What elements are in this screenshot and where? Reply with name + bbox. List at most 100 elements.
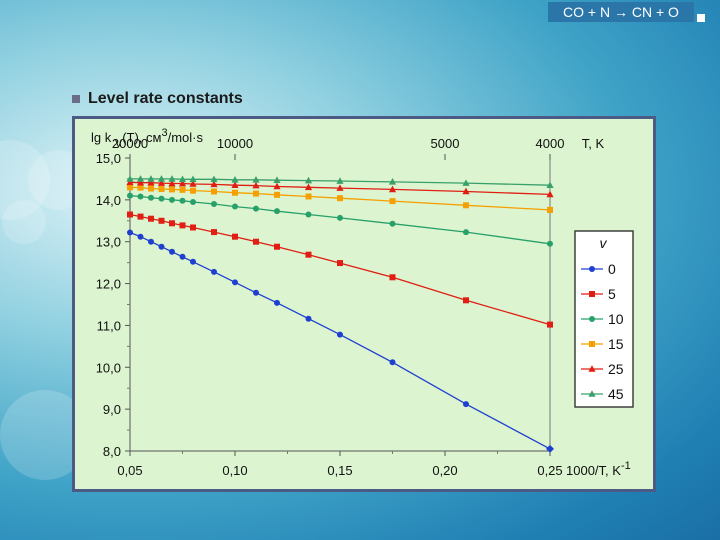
data-point <box>253 205 259 212</box>
data-point <box>137 213 144 220</box>
data-point <box>389 359 396 366</box>
legend-label: 25 <box>608 361 624 377</box>
data-point <box>190 258 196 265</box>
data-point <box>190 224 196 231</box>
series-v5 <box>127 211 553 328</box>
top-axis-tick-label: 5000 <box>431 136 460 151</box>
data-point <box>211 229 217 236</box>
data-point <box>253 238 259 245</box>
data-point <box>168 175 176 182</box>
data-point <box>137 184 144 191</box>
data-point <box>337 260 343 267</box>
legend-marker <box>589 316 595 322</box>
series-v15 <box>127 184 553 213</box>
legend-title: v <box>600 235 608 251</box>
chart-frame: 8,0 9,0 10,0 11,0 12,0 13,0 14,0 15,0 0,05 0,10 0,… <box>72 116 656 492</box>
series-line <box>130 178 551 186</box>
data-point <box>305 315 312 322</box>
data-point <box>546 444 554 453</box>
legend-label: 5 <box>608 286 616 302</box>
data-point <box>337 195 343 202</box>
legend-label: 10 <box>608 311 624 327</box>
data-point <box>252 181 260 189</box>
heading-text: Level rate constants <box>88 90 243 107</box>
legend-marker <box>589 341 595 347</box>
data-point <box>389 198 396 205</box>
x-axis-label: 1000/T, K-1 <box>566 460 631 478</box>
x-tick-label: 0,20 <box>432 463 457 478</box>
data-point <box>137 233 144 240</box>
data-point <box>274 191 280 198</box>
series-line <box>129 195 551 245</box>
legend-marker <box>589 266 595 272</box>
data-point <box>168 179 176 187</box>
data-point <box>157 175 166 182</box>
data-point <box>178 175 187 183</box>
rate-constants-chart: 8,0 9,0 10,0 11,0 12,0 13,0 14,0 15,0 0,05 0,10 0,… <box>75 119 653 489</box>
data-point <box>274 243 280 250</box>
legend-marker <box>589 291 595 297</box>
x-tick-label: 0,15 <box>327 463 352 478</box>
series-line <box>129 181 551 196</box>
y-tick-label: 9,0 <box>103 402 121 417</box>
data-point <box>169 196 175 203</box>
data-point <box>546 190 554 198</box>
data-point <box>211 188 217 195</box>
y-axis-label: lg k V(T), см3/mol·s <box>91 127 203 150</box>
data-point <box>252 175 260 183</box>
top-axis-tick-label: 20000 <box>112 136 148 151</box>
series-line <box>129 213 551 326</box>
slide-header: CO + N → CN + O <box>548 2 694 22</box>
data-point <box>463 229 469 236</box>
data-point <box>547 321 553 328</box>
data-point <box>273 176 281 183</box>
data-point <box>388 185 397 193</box>
series-line <box>129 231 551 450</box>
data-point <box>127 192 133 199</box>
x-tick-label: 0,10 <box>222 463 247 478</box>
slide-heading: Level rate constants <box>72 88 243 110</box>
legend-label: 45 <box>608 386 624 402</box>
data-point <box>231 181 239 189</box>
data-point <box>462 187 470 195</box>
data-point <box>190 187 196 194</box>
legend: v0 5 10 15 25 45 <box>574 230 634 408</box>
data-point <box>337 214 343 221</box>
series-v25 <box>126 178 554 198</box>
data-point <box>158 185 165 192</box>
x-tick-label: 0,25 <box>537 463 562 478</box>
data-point <box>462 179 470 186</box>
data-point <box>148 185 154 192</box>
data-point <box>337 331 343 338</box>
top-axis-label: T, K <box>582 136 605 151</box>
data-point <box>148 215 154 222</box>
data-point <box>336 177 344 184</box>
data-point <box>190 198 196 205</box>
data-point <box>211 268 217 275</box>
data-point <box>179 253 186 260</box>
top-axis-tick-label: 4000 <box>536 136 565 151</box>
data-point <box>231 175 239 183</box>
legend-label: 0 <box>608 261 616 277</box>
data-point <box>147 178 155 186</box>
data-point <box>158 217 165 224</box>
data-point <box>388 178 397 185</box>
data-point <box>463 202 469 209</box>
data-point <box>305 211 312 218</box>
data-point <box>547 206 553 213</box>
data-point <box>210 180 218 188</box>
data-point <box>169 186 175 193</box>
series-v45 <box>126 175 554 189</box>
data-point <box>158 195 165 202</box>
data-point <box>189 180 197 187</box>
data-point <box>126 175 134 182</box>
data-point <box>211 201 217 208</box>
data-point <box>232 189 238 196</box>
data-point <box>463 401 469 408</box>
data-point <box>305 193 312 200</box>
data-point <box>136 175 145 182</box>
data-point <box>389 220 396 227</box>
y-tick-label: 11,0 <box>97 318 121 333</box>
data-point <box>304 183 313 191</box>
x-tick-label: 0,05 <box>117 463 142 478</box>
